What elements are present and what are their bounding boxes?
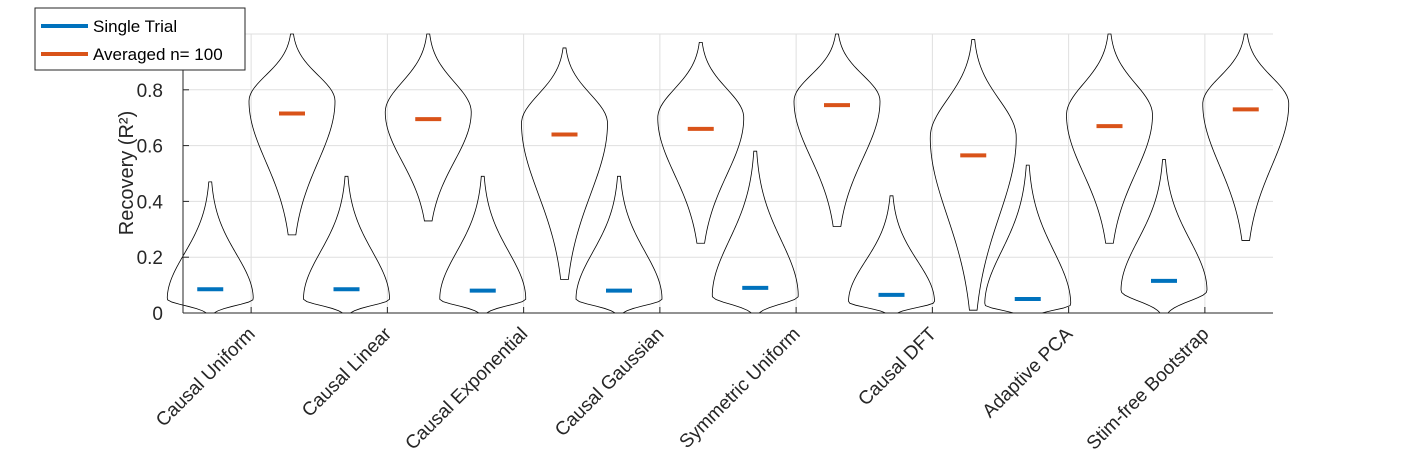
violins — [166, 33, 1290, 314]
x-tick-label: Adaptive PCA — [979, 323, 1078, 422]
y-tick-labels: 0 0.2 0.4 0.6 0.8 — [137, 81, 164, 325]
violin-single-trial — [575, 175, 663, 314]
x-tick-label: Causal DFT — [854, 323, 941, 410]
violin-single-trial — [984, 164, 1072, 314]
violin-single-trial — [439, 175, 527, 314]
x-tick-label: Causal Uniform — [152, 324, 259, 431]
violin-averaged — [1202, 33, 1290, 241]
violin-averaged — [384, 33, 472, 222]
median-markers — [197, 103, 1259, 302]
y-tick-label: 0.8 — [137, 81, 163, 102]
axes — [182, 34, 1273, 314]
violin-averaged — [793, 33, 881, 227]
y-axis-label: Recovery (R²) — [116, 111, 138, 235]
x-tick-label: Causal Linear — [298, 323, 396, 421]
violin-single-trial — [848, 195, 935, 314]
violin-averaged — [929, 39, 1017, 311]
violin-single-trial — [303, 175, 390, 314]
x-tick-label: Symmetric Uniform — [676, 324, 805, 453]
y-tick-label: 0.2 — [137, 248, 163, 269]
violin-averaged — [521, 47, 608, 280]
violin-averaged — [657, 41, 745, 244]
legend-label: Single Trial — [93, 17, 177, 36]
plot-area — [183, 34, 1273, 313]
violin-single-trial — [1120, 159, 1208, 314]
y-tick-label: 0.4 — [137, 192, 164, 213]
y-tick-label: 0.6 — [137, 137, 163, 158]
x-tick-label: Stim-free Bootstrap — [1083, 324, 1214, 455]
x-tick-label: Causal Exponential — [402, 324, 533, 455]
violin-single-trial — [711, 150, 799, 314]
x-tick-labels: Causal Uniform Causal Linear Causal Expone… — [152, 323, 1213, 454]
legend: Single Trial Averaged n= 100 — [34, 7, 246, 71]
x-tick-label: Causal Gaussian — [551, 324, 668, 441]
y-tick-label: 0 — [152, 304, 163, 325]
legend-label: Averaged n= 100 — [93, 45, 223, 64]
violin-averaged — [1066, 33, 1153, 244]
legend-box — [34, 7, 246, 71]
violin-single-trial — [166, 181, 254, 314]
violin-averaged — [248, 33, 336, 236]
